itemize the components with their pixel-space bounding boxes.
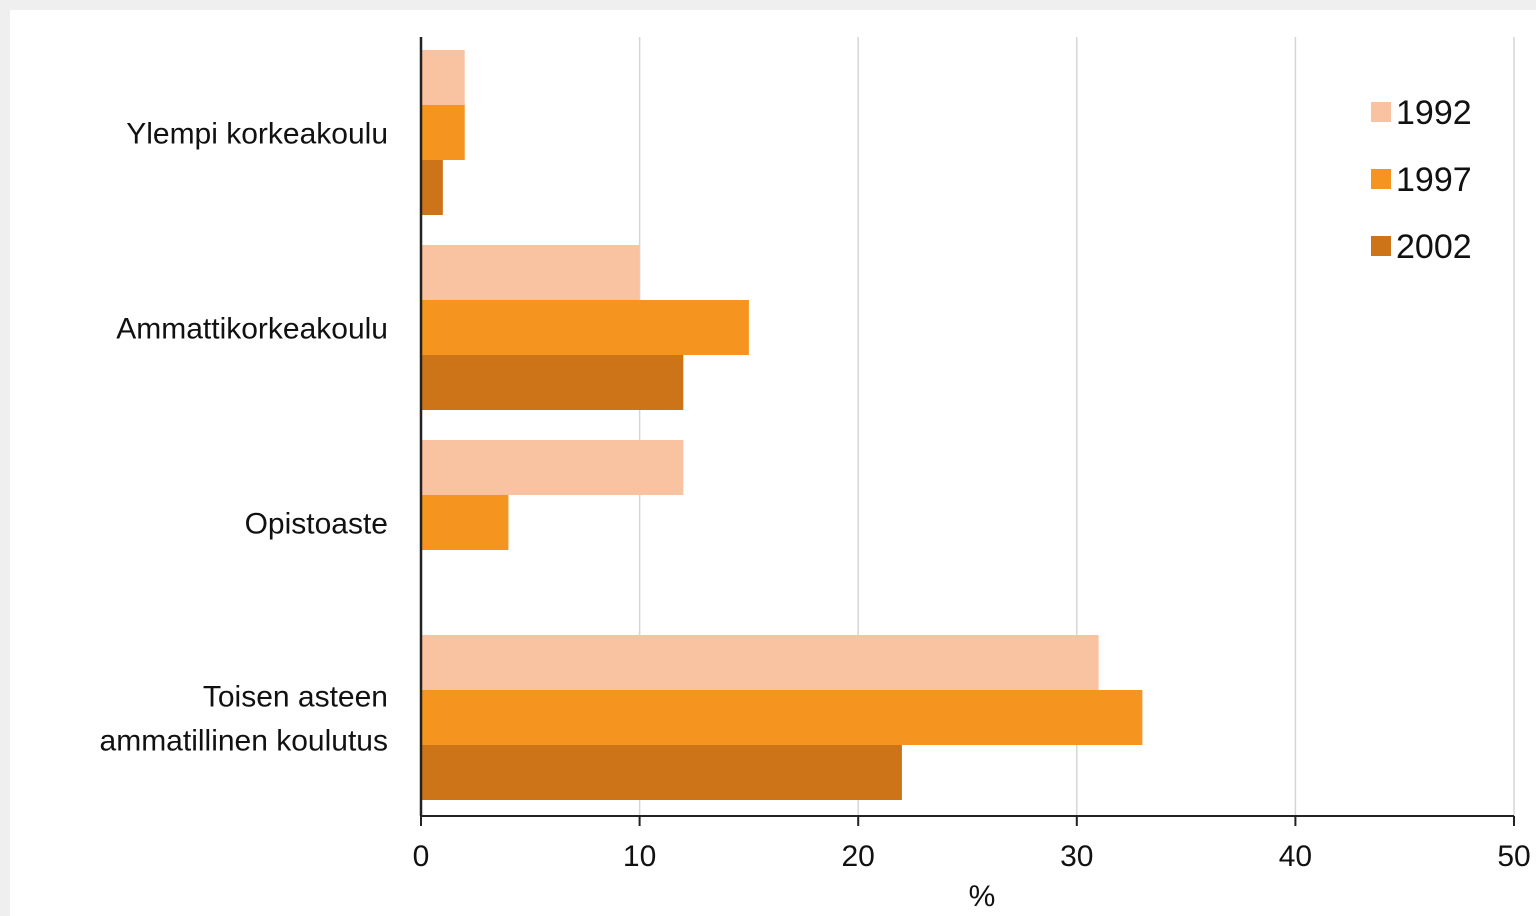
x-tick-label: 10 — [623, 840, 656, 873]
bar-1997 — [421, 105, 465, 160]
bar-1997 — [421, 690, 1143, 745]
legend-label: 1992 — [1396, 94, 1472, 132]
legend-swatch-1992 — [1371, 102, 1391, 122]
bar-2002 — [421, 355, 684, 410]
category-label: Ylempi korkeakoulu — [126, 118, 388, 151]
x-tick-label: 20 — [842, 840, 875, 873]
x-axis-title: % — [969, 880, 996, 913]
bar-1992 — [421, 635, 1099, 690]
bar-1992 — [421, 440, 684, 495]
legend-swatch-1997 — [1371, 169, 1391, 189]
category-label: Toisen asteen — [203, 681, 388, 714]
legend-label: 2002 — [1396, 228, 1472, 266]
bar-1997 — [421, 300, 749, 355]
category-label: ammatillinen koulutus — [100, 725, 388, 758]
x-tick-labels: 0 10 20 30 40 50 — [413, 840, 1531, 873]
axes — [419, 37, 1515, 826]
category-label: Ammattikorkeakoulu — [116, 313, 388, 346]
bar-1992 — [421, 245, 640, 300]
x-tick-label: 50 — [1497, 840, 1530, 873]
x-tick-label: 30 — [1060, 840, 1093, 873]
bar-chart: Ylempi korkeakoulu Ammattikorkeakoulu Opis… — [100, 37, 1531, 913]
category-label: Opistoaste — [245, 508, 388, 541]
legend: 1992 1997 2002 — [1371, 94, 1472, 266]
bar-1997 — [421, 495, 509, 550]
legend-label: 1997 — [1396, 161, 1472, 199]
category-labels: Ylempi korkeakoulu Ammattikorkeakoulu Opis… — [100, 118, 388, 758]
bar-1992 — [421, 50, 465, 105]
x-tick-label: 0 — [413, 840, 430, 873]
bar-2002 — [421, 745, 902, 800]
bar-2002 — [421, 160, 443, 215]
x-tick-label: 40 — [1279, 840, 1312, 873]
bars — [421, 50, 1143, 800]
legend-swatch-2002 — [1371, 236, 1391, 256]
chart-panel: Ylempi korkeakoulu Ammattikorkeakoulu Opis… — [10, 10, 1536, 916]
